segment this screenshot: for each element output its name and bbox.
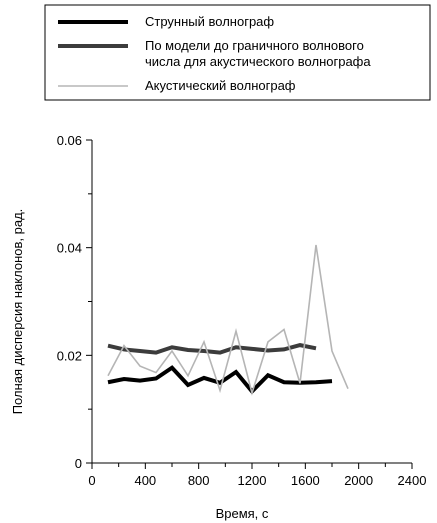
series-2-legend-label: По модели до граничного волнового числа д… [145, 38, 371, 69]
y-tick-label: 0.04 [57, 241, 82, 256]
series-1-legend-label: Струнный волнограф [145, 14, 274, 29]
y-tick-label: 0.06 [57, 133, 82, 148]
x-axis-title: Время, с [216, 506, 269, 521]
series-2-legend-label-line: числа для акустического волнографа [145, 54, 371, 69]
legend: Струнный волнограф По модели до граничног… [44, 4, 431, 101]
marks [107, 244, 349, 396]
x-tick-label: 400 [134, 473, 156, 488]
x-tick-label: 800 [188, 473, 210, 488]
y-tick-label: 0.02 [57, 348, 82, 363]
x-tick-label: 0 [88, 473, 95, 488]
y-tick-label: 0 [75, 456, 82, 471]
x-tick-label: 2000 [344, 473, 373, 488]
series-2-legend-label-line: По модели до граничного волнового [145, 38, 364, 53]
series-2-line [107, 343, 317, 355]
y-axis-title: Полная дисперсия наклонов, рад. [10, 209, 25, 415]
x-tick-label: 2400 [398, 473, 427, 488]
axes: 0 0.02 0.04 0.06 0 400 800 1200 1600 2000 2400 Врем… [10, 133, 426, 521]
series-1-line [107, 365, 333, 395]
series-3-legend-label: Акустический волнограф [145, 78, 296, 93]
x-tick-label: 1600 [291, 473, 320, 488]
x-tick-label: 1200 [238, 473, 267, 488]
series-3-line [107, 244, 349, 396]
